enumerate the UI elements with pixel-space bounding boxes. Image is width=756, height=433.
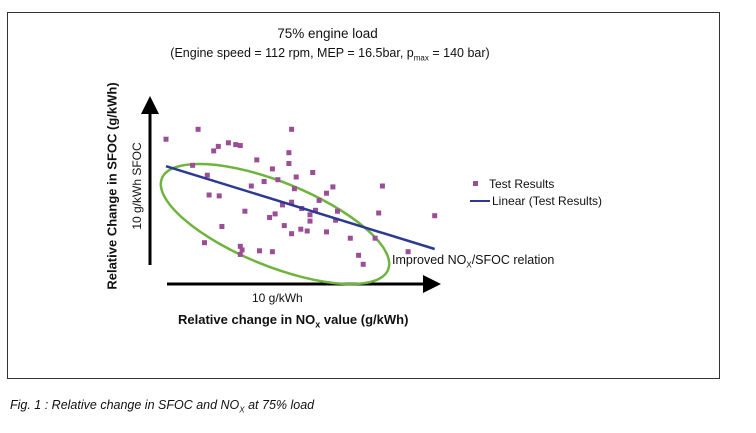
data-point-2 [190, 162, 196, 168]
xlabel-prefix: Relative change in NO [178, 312, 316, 327]
legend-item-linear: Linear (Test Results) [470, 192, 602, 209]
data-point-1 [163, 136, 169, 142]
x-scale-label: 10 g/kWh [252, 291, 303, 305]
subtitle-sub: max [413, 53, 429, 63]
caption-suffix: at 75% load [244, 398, 315, 412]
data-point-27 [280, 202, 285, 208]
data-point-32 [289, 126, 295, 132]
data-point-6 [211, 148, 217, 154]
ellipse-annotation: Improved NOX/SFOC relation [392, 253, 554, 270]
data-point-49 [347, 235, 353, 241]
data-point-33 [289, 199, 295, 205]
data-point-8 [216, 193, 222, 199]
legend: Test Results Linear (Test Results) [470, 175, 602, 209]
data-point-19 [254, 157, 260, 163]
data-point-3 [195, 126, 201, 132]
data-point-42 [313, 207, 318, 213]
data-point-55 [405, 249, 411, 255]
data-point-50 [356, 252, 362, 258]
data-point-15 [219, 224, 225, 229]
figure-caption: Fig. 1 : Relative change in SFOC and NOX… [10, 398, 314, 415]
data-point-28 [281, 223, 287, 229]
data-point-31 [289, 231, 295, 237]
caption-sub: X [239, 405, 245, 415]
data-point-5 [206, 192, 212, 198]
data-point-18 [248, 183, 254, 189]
data-point-4 [204, 172, 210, 178]
data-point-17 [239, 247, 245, 253]
data-point-25 [272, 211, 278, 217]
data-point-47 [333, 217, 339, 223]
data-point-44 [324, 190, 329, 196]
data-point-48 [335, 208, 340, 214]
data-point-9 [225, 140, 231, 146]
data-point-22 [267, 215, 273, 220]
data-point-39 [307, 218, 313, 224]
data-point-36 [298, 226, 304, 232]
line-marker-icon [470, 199, 490, 202]
data-point-52 [372, 235, 378, 241]
data-point-16 [237, 243, 243, 249]
legend-label-line: Linear (Test Results) [492, 193, 603, 208]
data-point-13 [242, 208, 248, 214]
data-point-26 [275, 177, 281, 183]
data-point-46 [330, 184, 336, 190]
data-point-21 [261, 179, 267, 184]
improved-relation-ellipse [159, 162, 391, 286]
xlabel-suffix: value (g/kWh) [320, 312, 409, 327]
data-point-56 [432, 213, 438, 219]
data-point-10 [233, 142, 239, 148]
data-point-35 [293, 174, 299, 180]
data-point-7 [215, 143, 221, 149]
data-point-43 [316, 197, 322, 203]
ellipse-label-sub: X [466, 260, 472, 270]
data-point-38 [304, 228, 310, 234]
legend-label-points: Test Results [489, 176, 555, 191]
linear-trend-line [165, 165, 436, 251]
data-point-23 [269, 249, 275, 255]
square-marker-icon [473, 181, 478, 186]
data-point-14 [202, 240, 207, 246]
legend-item-test-results: Test Results [470, 175, 602, 192]
data-point-29 [286, 161, 292, 166]
data-point-40 [307, 212, 313, 218]
xlabel-sub: x [315, 319, 321, 330]
data-point-11 [237, 143, 243, 148]
data-point-20 [257, 248, 262, 254]
data-point-24 [269, 166, 275, 172]
ellipse-label-suffix: /SFOC relation [471, 253, 555, 267]
chart-title: 75% engine load [277, 26, 378, 41]
chart-frame [7, 12, 720, 379]
data-point-30 [286, 150, 292, 156]
data-point-45 [324, 229, 329, 235]
ellipse-label-prefix: Improved NO [392, 253, 467, 267]
y-axis-label: Relative Change in SFOC (g/kWh) [104, 82, 120, 290]
data-point-53 [376, 210, 382, 216]
data-point-12 [237, 251, 243, 257]
data-point-34 [291, 186, 297, 192]
chart-subtitle: (Engine speed = 112 rpm, MEP = 16.5bar, … [0, 46, 660, 63]
data-point-41 [310, 170, 316, 175]
subtitle-prefix: (Engine speed = 112 rpm, MEP = 16.5bar, … [170, 46, 414, 60]
scatter-points [163, 126, 438, 267]
data-point-51 [360, 261, 366, 267]
caption-prefix: Fig. 1 : Relative change in SFOC and NO [10, 398, 240, 412]
subtitle-suffix: = 140 bar) [428, 46, 490, 60]
data-point-54 [379, 183, 385, 189]
y-scale-label: 10 g/kWh SFOC [130, 142, 144, 230]
x-axis-label: Relative change in NOx value (g/kWh) [178, 312, 408, 330]
